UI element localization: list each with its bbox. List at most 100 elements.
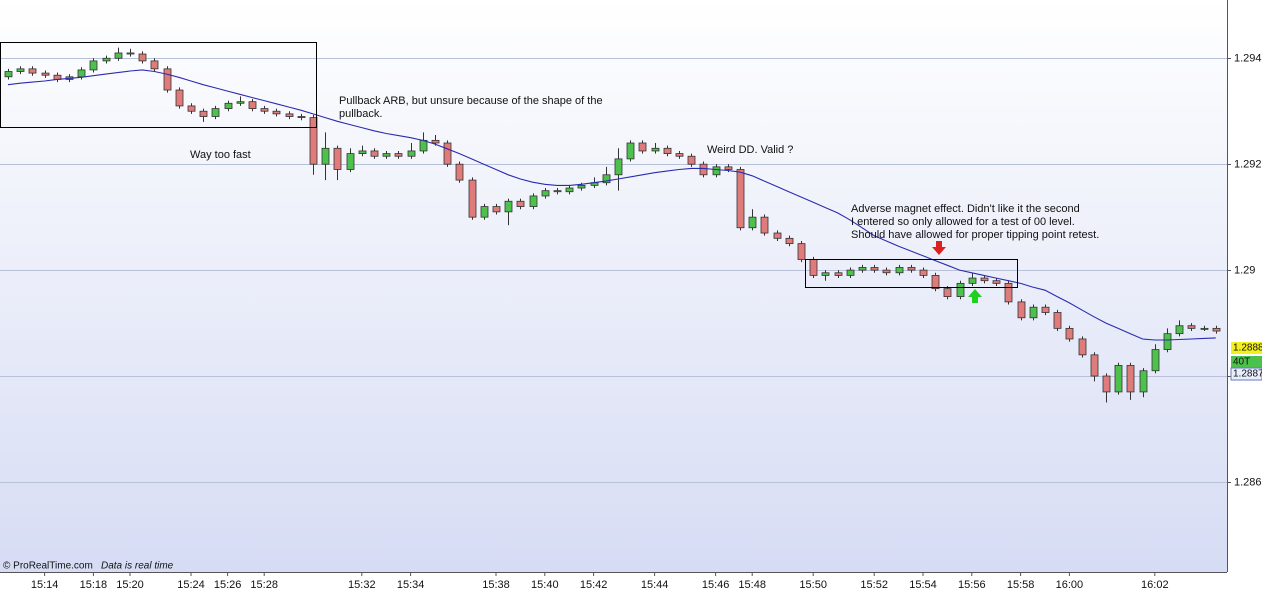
candle-body [468, 179, 477, 218]
x-tick-label: 15:18 [80, 579, 108, 591]
x-tick-label: 15:42 [580, 579, 608, 591]
candle-body [687, 155, 696, 165]
candle-body [89, 60, 98, 71]
candle-body [504, 200, 513, 213]
moving-average [7, 69, 1216, 341]
candle-body [1053, 312, 1062, 329]
candle-body [760, 216, 769, 234]
candle-body [1187, 325, 1196, 329]
candle-body [834, 272, 843, 276]
x-tick-label: 15:20 [116, 579, 144, 591]
x-tick-label: 15:48 [738, 579, 766, 591]
candle-body [602, 174, 611, 184]
candle-body [211, 108, 220, 117]
candle-body [1078, 338, 1087, 356]
y-tick-label: 1.29 [1234, 264, 1255, 276]
candle-body [224, 102, 233, 109]
candle-body [1139, 370, 1148, 393]
sell-arrow [932, 241, 946, 255]
candle-body [931, 275, 940, 290]
candle-body [455, 163, 464, 181]
candle-body [943, 288, 952, 297]
candle-body [407, 150, 416, 157]
candle-body [1102, 375, 1111, 393]
buy-arrow [968, 289, 982, 303]
candle-body [346, 153, 355, 170]
candle-body [1212, 327, 1221, 332]
candle-body [480, 206, 489, 218]
candle-body [394, 153, 403, 157]
x-tick-label: 15:34 [397, 579, 425, 591]
candle-body [150, 60, 159, 70]
x-tick-label: 15:38 [482, 579, 510, 591]
x-tick-label: 15:26 [214, 579, 242, 591]
candle-body [321, 147, 330, 165]
candle-body [870, 267, 879, 271]
footer-brand: © ProRealTime.com [3, 561, 93, 572]
candle-body [41, 72, 50, 76]
candle-body [529, 195, 538, 207]
y-tick-label: 1.286 [1234, 476, 1262, 488]
candle-body [114, 52, 123, 59]
candle-body [748, 216, 757, 229]
candle-body [358, 150, 367, 154]
candle-body [309, 117, 318, 165]
plot-background [0, 0, 1227, 572]
candle-body [1200, 327, 1209, 330]
candle-body [175, 89, 184, 107]
annotation: pullback. [339, 108, 382, 120]
candle-body [907, 267, 916, 271]
x-tick-label: 15:58 [1007, 579, 1035, 591]
annotation: Adverse magnet effect. Didn't like it th… [851, 203, 1080, 215]
price-tag: 40T [1233, 357, 1250, 368]
candle-body [1090, 354, 1099, 377]
candle-body [1151, 349, 1160, 372]
annotation: Weird DD. Valid ? [707, 144, 793, 156]
price-tag-box [1231, 342, 1262, 354]
candle-body [663, 147, 672, 154]
candle-body [724, 166, 733, 170]
candle-body [992, 280, 1001, 284]
annotation: Should have allowed for proper tipping p… [851, 229, 1099, 241]
x-tick-label: 15:40 [531, 579, 559, 591]
candle-body [968, 277, 977, 284]
candle-body [285, 113, 294, 117]
grid: 1.2861.2881.291.2921.29415:1415:1815:201… [0, 52, 1262, 591]
candle-body [785, 237, 794, 245]
candle-body [443, 142, 452, 165]
candle-body [699, 163, 708, 176]
candle-body [846, 269, 855, 276]
candle-body [187, 105, 196, 112]
candle-body [565, 187, 574, 193]
candle-body [333, 147, 342, 170]
candle-body [1114, 365, 1123, 393]
candle-body [712, 166, 721, 176]
candle-body [370, 150, 379, 157]
candle-body [1175, 325, 1184, 335]
x-tick-label: 16:00 [1056, 579, 1084, 591]
footer-note: Data is real time [101, 561, 174, 572]
candle-body [736, 169, 745, 229]
candle-body [956, 282, 965, 297]
candle-body [199, 110, 208, 117]
candle-body [821, 272, 830, 276]
candle-body [248, 101, 257, 109]
price-tag: 1.2888 [1233, 343, 1262, 354]
x-tick-label: 15:56 [958, 579, 986, 591]
candle-body [260, 108, 269, 112]
candle-body [419, 139, 428, 152]
y-tick-label: 1.292 [1234, 158, 1262, 170]
annotation: Way too fast [190, 149, 251, 161]
candle-body [492, 206, 501, 213]
x-tick-label: 15:28 [250, 579, 278, 591]
candle-body [163, 68, 172, 91]
zone-box [805, 259, 1018, 288]
candle-body [919, 269, 928, 276]
annotation: Pullback ARB, but unsure because of the … [339, 95, 603, 107]
candle-body [895, 267, 904, 274]
annotations: Pullback ARB, but unsure because of the … [190, 95, 1099, 241]
candle-body [675, 153, 684, 157]
candles [4, 47, 1221, 403]
candle-body [1029, 306, 1038, 319]
